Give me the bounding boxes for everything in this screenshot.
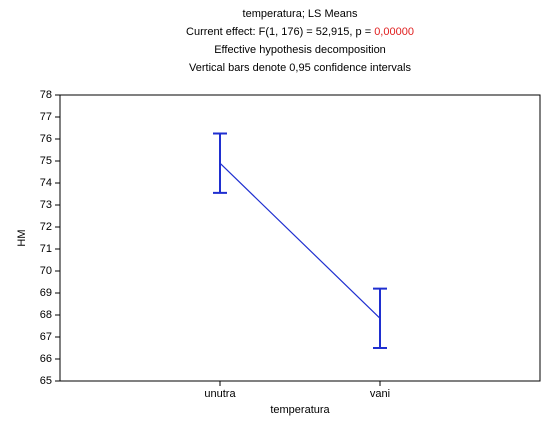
chart-subtitle: Effective hypothesis decomposition <box>214 44 386 56</box>
y-tick-label: 76 <box>40 133 52 145</box>
mean-line <box>219 162 381 319</box>
x-axis-label: temperatura <box>270 404 330 416</box>
chart-title: temperatura; LS Means <box>243 8 358 20</box>
y-tick-label: 77 <box>40 111 52 123</box>
x-tick-label: vani <box>370 388 390 400</box>
y-tick-label: 66 <box>40 353 52 365</box>
y-tick-label: 70 <box>40 265 52 277</box>
y-tick-label: 71 <box>40 243 52 255</box>
effect-line: Current effect: F(1, 176) = 52,915, p = … <box>186 26 414 38</box>
p-value: 0,00000 <box>374 26 414 38</box>
chart-note: Vertical bars denote 0,95 confidence int… <box>189 62 411 74</box>
y-tick-label: 68 <box>40 309 52 321</box>
error-bar <box>213 132 227 194</box>
y-tick-label: 74 <box>40 177 52 189</box>
y-axis-label: HM <box>16 229 28 246</box>
y-tick-label: 78 <box>40 89 52 101</box>
effect: Current effect: F(1, 176) = 52,915, p = <box>186 26 371 38</box>
x-tick-label: unutra <box>204 388 236 400</box>
y-tick-label: 73 <box>40 199 52 211</box>
y-tick-label: 69 <box>40 287 52 299</box>
plot-area <box>59 94 541 382</box>
error-bar <box>373 287 387 349</box>
y-tick-label: 65 <box>40 375 52 387</box>
y-tick-label: 75 <box>40 155 52 167</box>
y-tick-label: 67 <box>40 331 52 343</box>
y-tick-label: 72 <box>40 221 52 233</box>
